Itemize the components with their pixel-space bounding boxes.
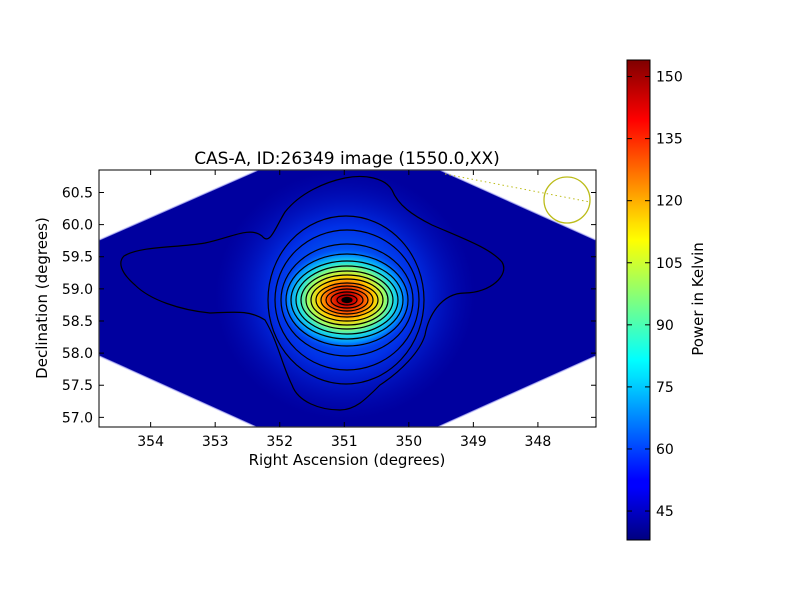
x-tick-label: 348 — [525, 434, 552, 450]
y-tick-label: 57.0 — [62, 410, 93, 426]
x-tick-label: 354 — [137, 434, 164, 450]
y-axis-label: Declination (degrees) — [33, 217, 51, 379]
colorbar-tick-label: 150 — [656, 70, 683, 86]
x-tick-label: 351 — [331, 434, 358, 450]
x-tick-label: 353 — [202, 434, 229, 450]
colorbar-tick-label: 45 — [656, 504, 674, 520]
y-tick-label: 60.0 — [62, 218, 93, 234]
y-tick-label: 60.5 — [62, 185, 93, 201]
axes-frame — [98, 169, 597, 428]
contour-lines — [120, 175, 505, 411]
colorbar-label: Power in Kelvin — [689, 242, 707, 356]
y-tick-label: 59.0 — [62, 282, 93, 298]
colorbar-tick-label: 135 — [656, 132, 683, 148]
colorbar-tick-label: 90 — [656, 318, 674, 334]
colorbar-tick-label: 105 — [656, 256, 683, 272]
y-axis: 57.0 57.5 58.0 58.5 59.0 59.5 60.0 60.5 — [62, 185, 596, 426]
y-tick-label: 58.0 — [62, 346, 93, 362]
x-tick-label: 352 — [266, 434, 293, 450]
colorbar: 45 60 75 90 105 120 135 150 Power in Kelvin — [626, 59, 707, 541]
colorbar-gradient — [626, 59, 651, 541]
image-boundary — [99, 170, 596, 427]
colorbar-tick-label: 60 — [656, 442, 674, 458]
y-tick-label: 57.5 — [62, 378, 93, 394]
y-tick-label: 59.5 — [62, 250, 93, 266]
sky-image — [99, 170, 596, 427]
colorbar-ticks: 45 60 75 90 105 120 135 150 — [627, 70, 683, 520]
x-axis-label: Right Ascension (degrees) — [249, 451, 446, 469]
beam-marker — [543, 176, 591, 224]
y-tick-label: 58.5 — [62, 314, 93, 330]
x-tick-label: 350 — [395, 434, 422, 450]
x-axis: 354 353 352 351 350 349 348 — [137, 170, 551, 450]
contour-outer — [120, 175, 505, 411]
chart-title: CAS-A, ID:26349 image (1550.0,XX) — [194, 149, 500, 169]
colorbar-tick-label: 75 — [656, 380, 674, 396]
x-tick-label: 349 — [460, 434, 487, 450]
colorbar-tick-label: 120 — [656, 194, 683, 210]
